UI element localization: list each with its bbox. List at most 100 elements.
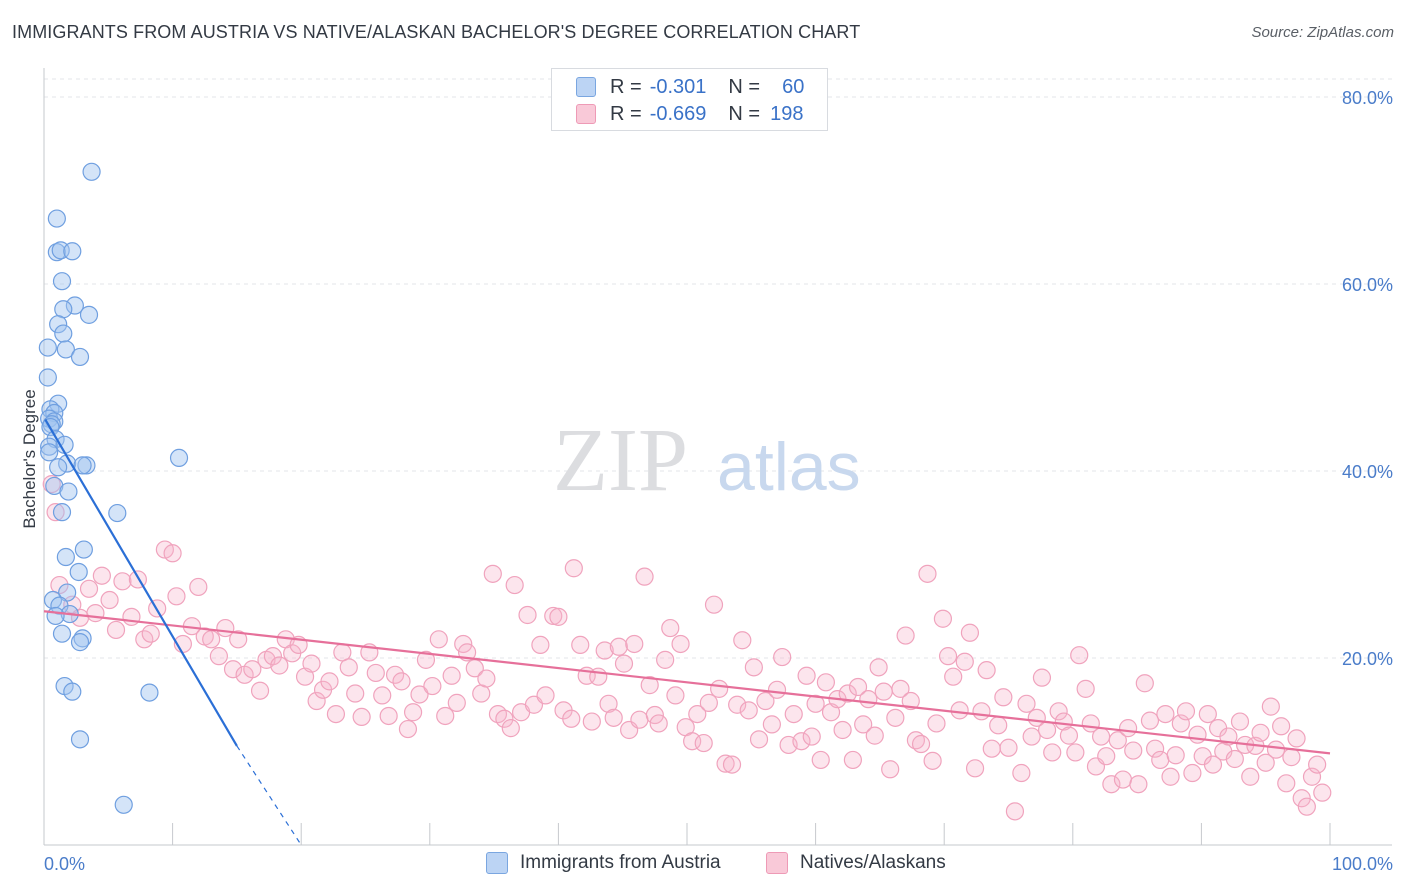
series-swatch-natives	[766, 852, 788, 874]
data-point-natives	[694, 733, 713, 753]
data-point-natives	[398, 719, 418, 739]
data-point-natives	[762, 715, 781, 734]
data-point-natives	[927, 714, 946, 733]
data-point-natives	[141, 624, 160, 643]
data-point-austria	[52, 624, 72, 643]
series-swatch-austria	[486, 852, 508, 874]
data-point-natives	[429, 630, 448, 649]
data-point-natives	[562, 709, 581, 728]
data-point-natives	[403, 703, 423, 722]
series-legend-natives[interactable]: Natives/Alaskans	[766, 852, 946, 874]
data-point-natives	[704, 595, 724, 614]
data-point-natives	[1049, 702, 1068, 721]
data-point-natives	[410, 685, 429, 704]
data-point-natives	[385, 665, 405, 684]
data-point-natives	[571, 635, 590, 655]
data-point-natives	[1251, 723, 1270, 742]
y-tick-label: 80.0%	[1342, 88, 1393, 108]
y-tick-label: 20.0%	[1342, 649, 1393, 669]
data-point-natives	[614, 654, 634, 673]
data-point-natives	[972, 702, 991, 721]
data-point-natives	[1272, 717, 1291, 736]
data-point-natives	[100, 590, 119, 610]
legend-r-label: R =	[610, 75, 642, 98]
data-point-natives	[1156, 704, 1175, 724]
data-point-natives	[982, 739, 1001, 758]
data-point-natives	[843, 750, 862, 770]
data-point-natives	[1005, 802, 1025, 821]
data-point-austria	[38, 338, 57, 357]
legend-n-label: N =	[728, 102, 761, 125]
data-point-austria	[59, 482, 78, 501]
data-point-austria	[74, 540, 93, 559]
data-point-austria	[47, 209, 66, 228]
data-point-natives	[938, 647, 958, 666]
data-point-natives	[994, 688, 1013, 707]
data-point-natives	[483, 564, 502, 583]
data-point-natives	[1241, 767, 1260, 786]
data-point-natives	[423, 676, 442, 696]
data-point-natives	[874, 682, 893, 701]
data-point-natives	[1277, 774, 1296, 793]
data-point-austria	[169, 448, 189, 468]
data-point-natives	[816, 673, 835, 692]
data-point-natives	[666, 686, 685, 705]
data-point-natives	[965, 759, 985, 778]
data-point-natives	[46, 503, 65, 522]
data-point-austria	[79, 305, 99, 324]
data-point-natives	[1037, 720, 1057, 740]
data-point-natives	[688, 704, 707, 724]
data-point-natives	[295, 667, 315, 686]
data-point-natives	[1070, 646, 1089, 665]
data-point-austria	[140, 683, 159, 702]
data-point-natives	[270, 656, 289, 675]
data-point-austria	[63, 242, 82, 261]
data-points	[38, 162, 1332, 821]
data-point-natives	[1161, 767, 1180, 786]
data-point-natives	[1097, 747, 1116, 766]
data-point-natives	[42, 474, 61, 494]
data-point-natives	[447, 693, 466, 712]
data-point-natives	[869, 658, 888, 677]
series-legend-austria[interactable]: Immigrants from Austria	[486, 852, 721, 874]
data-point-natives	[989, 716, 1008, 735]
data-point-natives	[1188, 725, 1207, 744]
data-point-natives	[379, 706, 398, 726]
data-point-natives	[604, 708, 623, 727]
data-point-natives	[1183, 763, 1202, 783]
data-point-natives	[229, 630, 248, 649]
data-point-natives	[977, 661, 996, 680]
data-point-natives	[86, 604, 105, 623]
data-point-natives	[1129, 775, 1148, 794]
data-point-natives	[223, 660, 243, 679]
data-point-austria	[40, 437, 59, 456]
data-point-natives	[710, 679, 729, 698]
data-point-natives	[609, 637, 628, 656]
data-point-austria	[108, 503, 127, 523]
data-point-natives	[999, 738, 1018, 757]
data-point-natives	[495, 709, 514, 728]
data-point-natives	[106, 620, 126, 640]
data-point-natives	[1287, 729, 1306, 748]
watermark: ZIP atlas	[553, 411, 861, 510]
data-point-austria	[70, 633, 90, 652]
y-axis-label: Bachelor's Degree	[20, 389, 39, 528]
data-point-natives	[797, 666, 816, 685]
data-point-natives	[373, 686, 392, 705]
data-point-natives	[1124, 741, 1143, 760]
data-point-natives	[339, 658, 358, 677]
y-tick-label: 60.0%	[1342, 275, 1393, 295]
data-point-austria	[49, 458, 68, 477]
series-legend-label-austria: Immigrants from Austria	[520, 852, 721, 873]
data-point-natives	[955, 652, 974, 671]
data-point-natives	[202, 630, 221, 649]
data-point-austria	[114, 795, 133, 814]
data-point-natives	[1135, 674, 1154, 693]
data-point-natives	[773, 647, 792, 667]
source-label: Source: ZipAtlas.com	[1251, 24, 1394, 41]
data-point-natives	[477, 669, 496, 688]
data-point-natives	[733, 631, 752, 650]
data-point-natives	[564, 559, 583, 578]
data-point-natives	[838, 684, 857, 703]
data-point-natives	[683, 732, 702, 751]
